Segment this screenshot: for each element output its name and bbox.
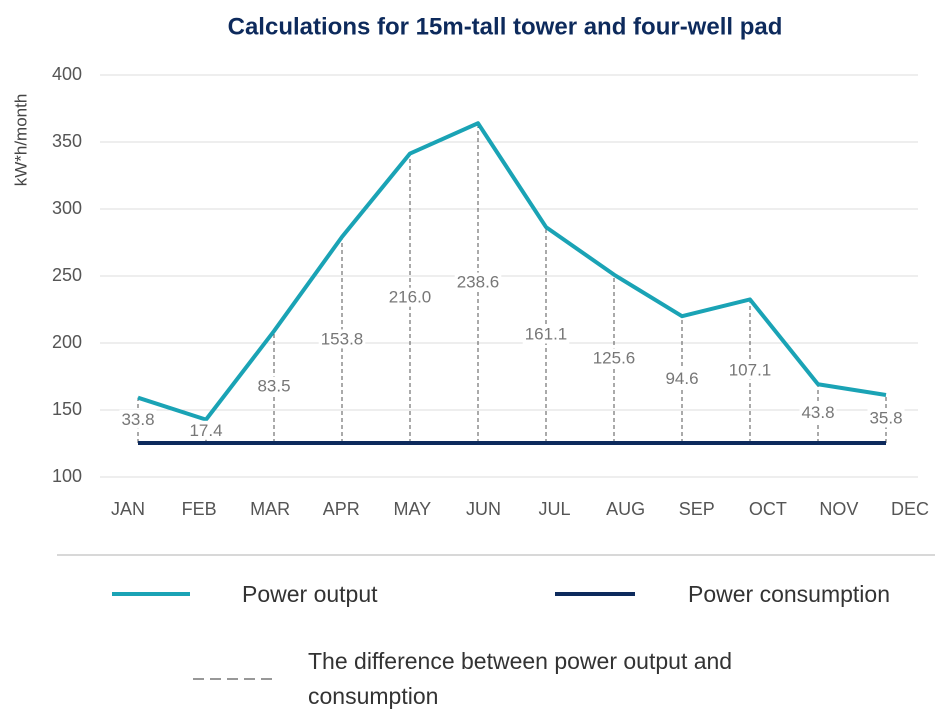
legend-label: Power consumption [688, 581, 890, 607]
x-tick-label: JUL [539, 499, 571, 519]
difference-label: 17.4 [189, 421, 222, 440]
y-tick-label: 250 [52, 265, 82, 285]
label-background [522, 324, 570, 344]
x-tick-label: FEB [182, 499, 217, 519]
difference-label: 43.8 [801, 403, 834, 422]
difference-label: 238.6 [457, 273, 500, 292]
label-background [799, 403, 837, 423]
label-background [867, 408, 905, 428]
x-tick-label: OCT [749, 499, 787, 519]
label-background [663, 369, 701, 389]
y-tick-label: 100 [52, 466, 82, 486]
y-tick-label: 200 [52, 332, 82, 352]
x-tick-label: JAN [111, 499, 145, 519]
label-background [255, 376, 293, 396]
difference-label: 153.8 [321, 329, 364, 348]
label-background [318, 329, 366, 349]
difference-label: 216.0 [389, 288, 432, 307]
label-background [119, 409, 157, 429]
difference-label: 107.1 [729, 361, 772, 380]
label-background [454, 272, 502, 292]
label-background [386, 287, 434, 307]
difference-label: 125.6 [593, 348, 636, 367]
x-tick-label: MAR [250, 499, 290, 519]
legend-label: The difference between power output and … [308, 648, 733, 709]
y-tick-label: 300 [52, 198, 82, 218]
chart-title: Calculations for 15m-tall tower and four… [228, 13, 783, 40]
difference-label: 161.1 [525, 325, 568, 344]
difference-label: 94.6 [665, 369, 698, 388]
x-tick-label: DEC [891, 499, 929, 519]
output-line [137, 121, 887, 422]
difference-label: 35.8 [869, 408, 902, 427]
legend-label-box: The difference between power output and … [308, 648, 733, 709]
label-background [726, 360, 774, 380]
label-background [187, 420, 225, 440]
y-tick-label: 350 [52, 131, 82, 151]
x-tick-label: SEP [679, 499, 715, 519]
x-tick-label: MAY [394, 499, 432, 519]
difference-label: 83.5 [257, 377, 290, 396]
y-tick-label: 150 [52, 399, 82, 419]
label-background [590, 348, 638, 368]
x-tick-label: AUG [606, 499, 645, 519]
x-tick-label: APR [323, 499, 360, 519]
y-tick-label: 400 [52, 64, 82, 84]
difference-label: 33.8 [121, 410, 154, 429]
legend-label: Power output [242, 581, 378, 607]
x-tick-label: JUN [466, 499, 501, 519]
x-tick-label: NOV [819, 499, 858, 519]
y-axis-label: kW*h/month [11, 94, 30, 187]
